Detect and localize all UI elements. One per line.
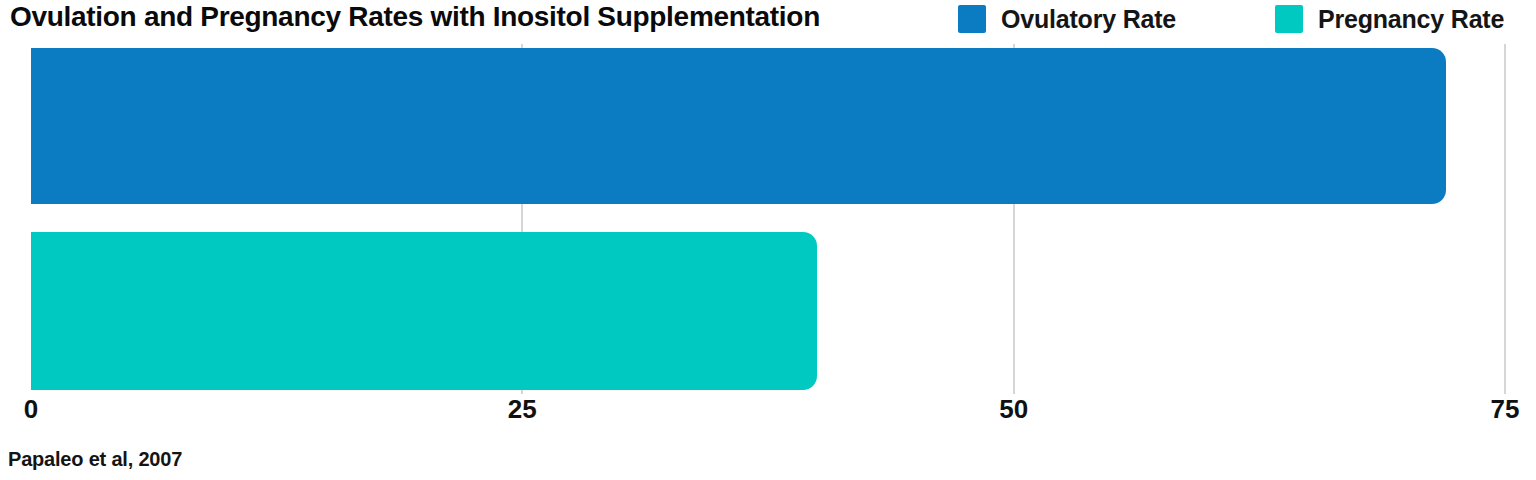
plot-area: 0 25 50 75 — [0, 0, 1536, 480]
x-tick-25: 25 — [508, 394, 537, 425]
x-tick-75: 75 — [1491, 394, 1520, 425]
bar-pregnancy-rate — [31, 232, 817, 390]
x-tick-50: 50 — [999, 394, 1028, 425]
chart-canvas: Ovulation and Pregnancy Rates with Inosi… — [0, 0, 1536, 480]
source-citation: Papaleo et al, 2007 — [8, 448, 182, 471]
x-tick-0: 0 — [24, 394, 38, 425]
bar-ovulatory-rate — [31, 48, 1446, 204]
gridline-75 — [1504, 44, 1506, 394]
